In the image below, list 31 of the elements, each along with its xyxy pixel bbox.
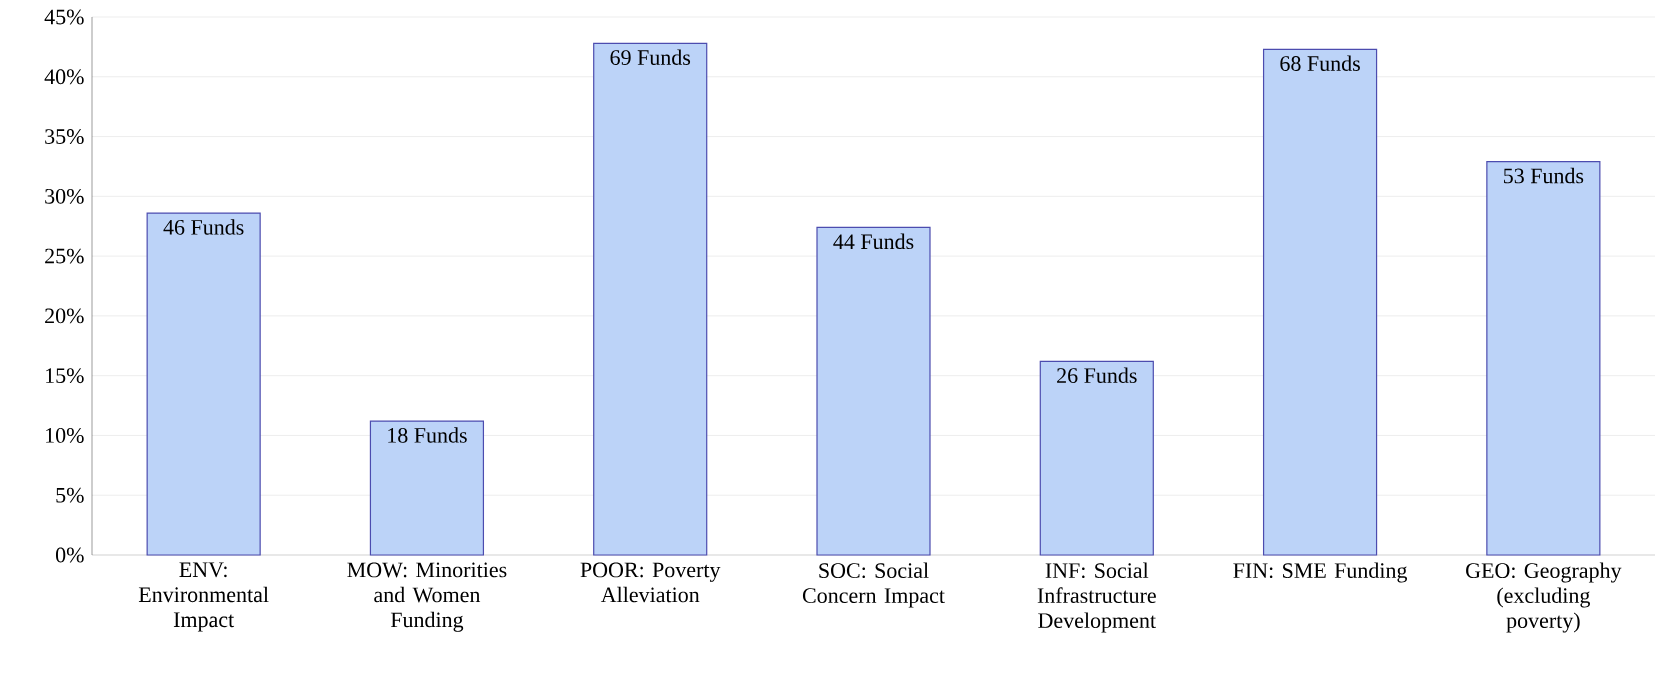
annotation: 44 Funds: [833, 233, 914, 250]
bar: [593, 42, 708, 556]
x-tick-label: ENV: Environmental Impact: [138, 562, 269, 632]
y-tick-label: 0%: [55, 547, 84, 563]
y-tick-label: 40%: [44, 69, 84, 85]
annotation: 53 Funds: [1504, 167, 1584, 184]
y-tick-label: 15%: [46, 368, 84, 384]
x-tick-label: FIN: SME Funding: [1233, 562, 1408, 583]
y-tick-label: 5%: [56, 487, 84, 503]
x-tick-label: POOR: Poverty Alleviation: [580, 562, 721, 603]
annotation: 69 Funds: [610, 49, 691, 65]
x-tick-label: SOC: Social Concern Impact: [802, 562, 945, 608]
y-tick-label: 10%: [46, 427, 84, 443]
bar: [816, 226, 931, 556]
y-tick-label: 25%: [45, 248, 84, 264]
x-tick-label: GEO: Geography (excluding poverty): [1466, 562, 1622, 633]
annotation: 18 Funds: [388, 427, 467, 443]
x-tick-label: MOW: Minorities and Women Funding: [347, 562, 507, 632]
bar: [1039, 360, 1154, 556]
y-tick-label: 20%: [45, 308, 84, 324]
annotation: 26 Funds: [1057, 367, 1137, 383]
y-tick-label: 30%: [45, 188, 84, 204]
bar: [1486, 161, 1601, 556]
y-tick-label: 45%: [44, 9, 84, 25]
annotation: 68 Funds: [1280, 55, 1360, 71]
y-tick-label: 35%: [45, 129, 84, 145]
x-tick-label: INF: Social Infrastructure Development: [1037, 562, 1156, 633]
annotation: 46 Funds: [163, 219, 244, 235]
bar: [369, 420, 485, 556]
bar: [146, 212, 261, 556]
bar: [1262, 48, 1378, 556]
